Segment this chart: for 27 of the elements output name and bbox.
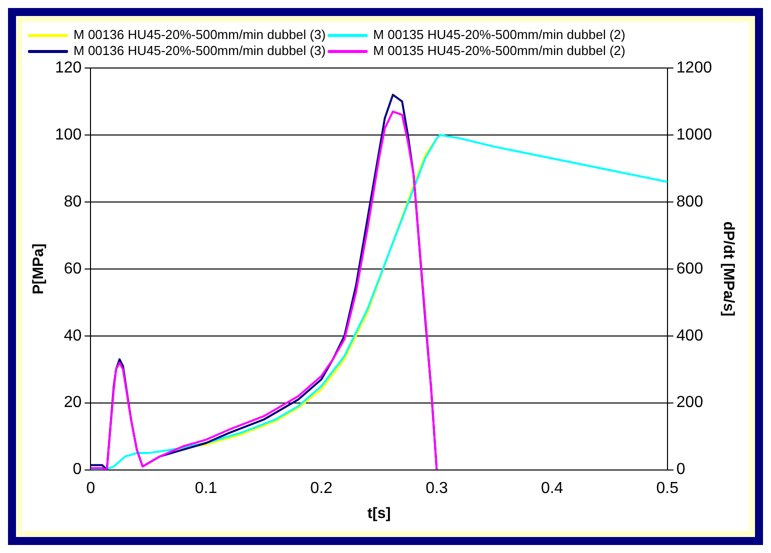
x-tick-label: 0.1: [194, 480, 218, 497]
x-tick-label: 0.5: [656, 480, 679, 497]
y-tick-label: 120: [54, 59, 82, 76]
legend-label: M 00135 HU45-20%-500mm/min dubbel (2): [373, 43, 626, 58]
x-tick-label: 0.4: [540, 480, 564, 497]
y2-tick-label: 0: [676, 461, 686, 478]
x-tick-label: 0.3: [426, 480, 448, 497]
legend-label: M 00135 HU45-20%-500mm/min dubbel (2): [373, 27, 626, 42]
y-tick-label: 0: [72, 461, 82, 478]
y-tick-label: 80: [64, 193, 82, 210]
y2-tick-label: 1200: [676, 59, 712, 76]
y-axis-title: P[MPa]: [30, 243, 48, 294]
y-tick-label: 40: [64, 327, 82, 344]
legend-label: M 00136 HU45-20%-500mm/min dubbel (3): [74, 43, 326, 58]
y-tick-label: 20: [64, 394, 82, 412]
legend-label: M 00136 HU45-20%-500mm/min dubbel (3): [74, 27, 326, 42]
y2-axis-title: dP/dt [MPa/s]: [720, 221, 737, 316]
y2-tick-label: 800: [676, 193, 704, 210]
x-tick-label: 0.2: [310, 480, 333, 497]
y2-tick-label: 400: [676, 327, 704, 344]
y2-tick-label: 600: [676, 260, 704, 278]
y-tick-label: 100: [54, 126, 82, 144]
y-tick-label: 60: [64, 260, 82, 278]
y2-tick-label: 200: [676, 394, 704, 412]
x-tick-label: 0: [86, 480, 96, 497]
x-axis-title: t[s]: [367, 505, 391, 522]
y2-tick-label: 1000: [676, 126, 712, 144]
